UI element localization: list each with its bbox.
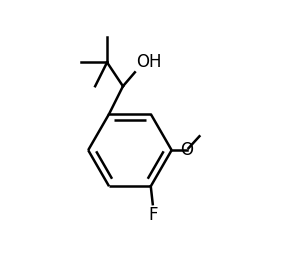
Text: OH: OH [136, 53, 161, 71]
Text: O: O [180, 141, 193, 159]
Text: F: F [148, 206, 158, 224]
